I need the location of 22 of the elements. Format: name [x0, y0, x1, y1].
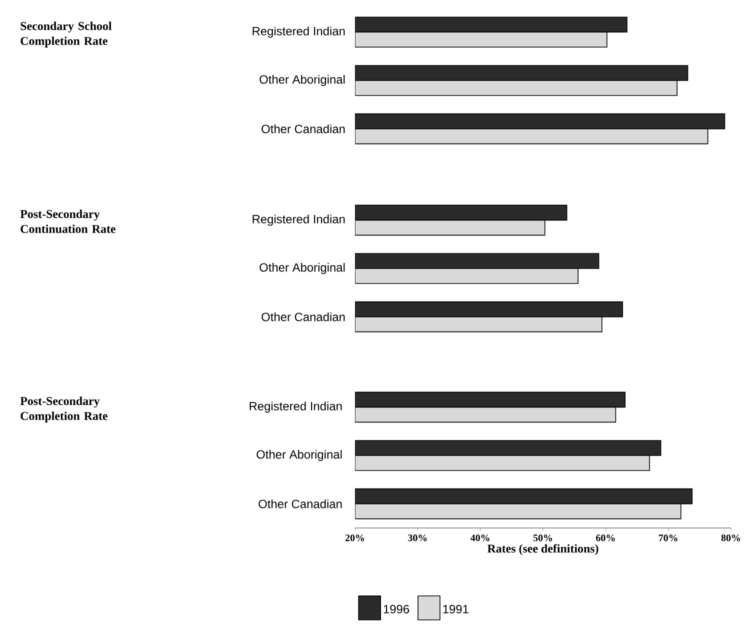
- y-tick-label: Other Canadian: [262, 124, 345, 134]
- legend-label: 1991: [443, 604, 468, 614]
- y-tick-label: Other Aboriginal: [260, 262, 345, 274]
- legend-label: 1996: [384, 604, 410, 614]
- y-tick-label: Registered Indian: [252, 26, 345, 38]
- y-tick-label: Other Aboriginal: [256, 450, 342, 462]
- y-tick-label: Other Canadian: [258, 499, 342, 508]
- x-tick-label: 30%: [408, 534, 427, 542]
- y-axis-title: Secondary School Completion Rate: [20, 22, 112, 48]
- y-tick-label: Registered Indian: [252, 214, 345, 226]
- y-axis-title: Post-Secondary Completion Rate: [20, 396, 108, 422]
- x-tick-label: 40%: [470, 534, 490, 542]
- x-tick-label: 60%: [596, 534, 615, 542]
- x-tick-label: 80%: [721, 534, 740, 542]
- x-tick-label: 20%: [345, 534, 364, 542]
- x-axis-title: Rates (see definitions): [487, 544, 598, 556]
- y-tick-label: Other Aboriginal: [260, 74, 345, 86]
- x-tick-label: 50%: [533, 534, 552, 542]
- x-tick-label: 70%: [658, 534, 678, 542]
- y-tick-label: Registered Indian: [250, 402, 342, 413]
- y-axis-title: Post-Secondary Continuation Rate: [20, 210, 116, 234]
- y-tick-label: Other Canadian: [262, 312, 345, 322]
